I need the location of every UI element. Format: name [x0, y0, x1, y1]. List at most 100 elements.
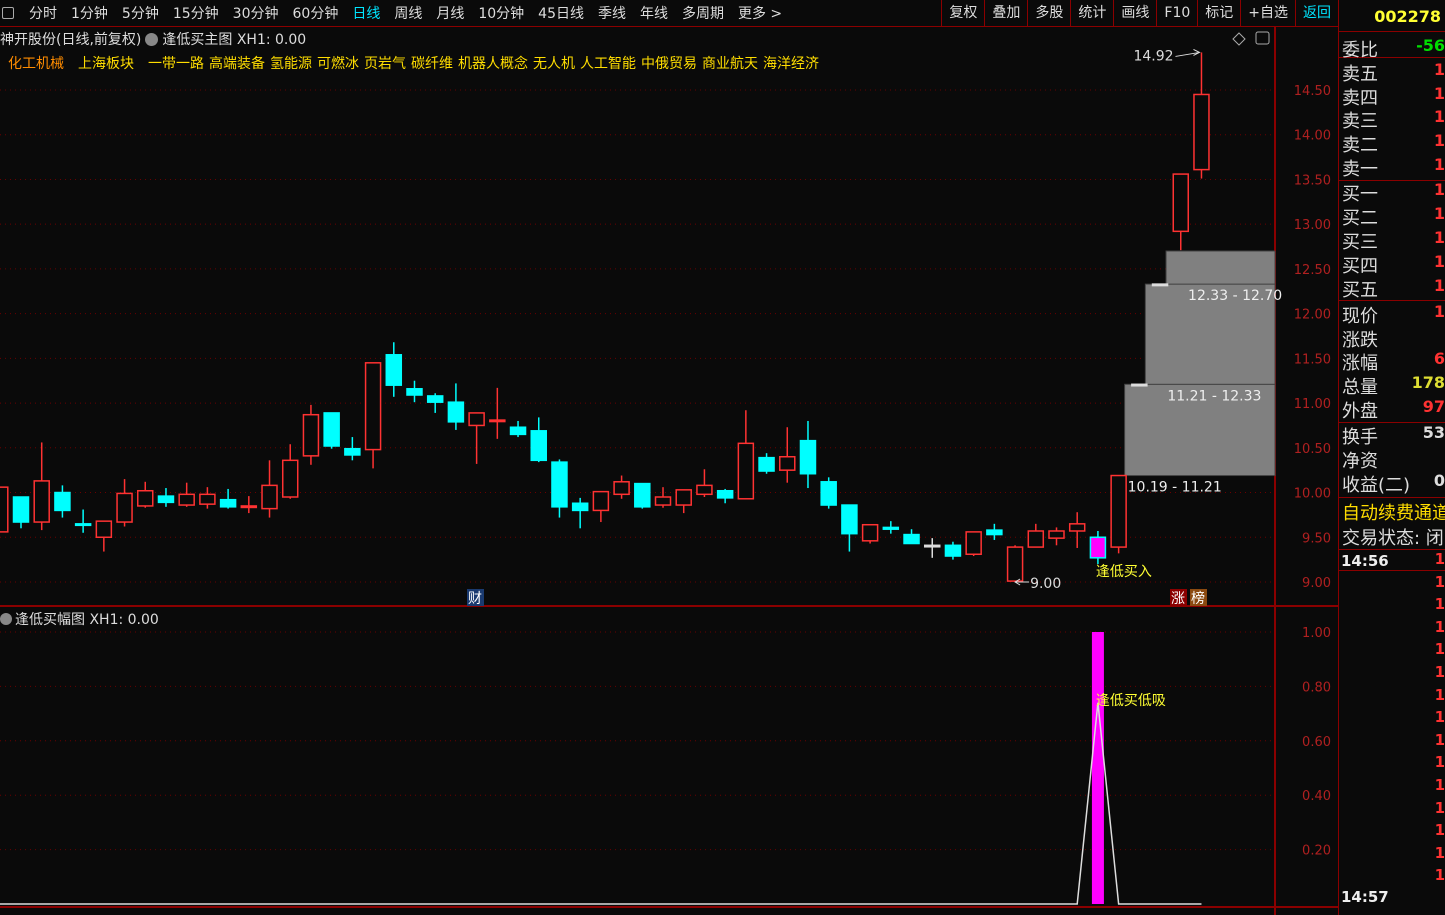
candle: [137, 481, 154, 508]
candle: [1172, 173, 1190, 251]
action-button[interactable]: 统计: [1070, 0, 1113, 26]
period-tab[interactable]: 季线: [597, 6, 626, 22]
action-button[interactable]: F10: [1156, 0, 1197, 26]
candle: [861, 523, 879, 544]
action-button[interactable]: 复权: [941, 0, 984, 26]
sub-signal-label: 逢低买低吸: [1096, 693, 1166, 709]
y-tick-label: 9.00: [1302, 576, 1331, 591]
quote-row: 买二 1: [1342, 204, 1445, 229]
sub-indicator-name[interactable]: 逢低买幅图: [15, 612, 85, 628]
concept-tag[interactable]: 高端装备: [209, 56, 265, 72]
candle: [364, 362, 382, 469]
quote-label: 委比: [1342, 40, 1378, 61]
kline-chart[interactable]: 14.50 14.00 13.50 13.00 12.50 12.00 11.50 11.00…: [0, 0, 1338, 915]
action-button[interactable]: 多股: [1027, 0, 1070, 26]
period-tab[interactable]: 60分钟: [292, 6, 339, 22]
candle-body: [986, 529, 1003, 536]
arrow-icon: [1014, 578, 1030, 586]
candle: [986, 523, 1003, 540]
period-tab[interactable]: 分时: [29, 6, 57, 22]
candle-body: [1048, 530, 1065, 539]
period-tab[interactable]: 多周期: [681, 6, 724, 22]
period-tab[interactable]: 月线: [436, 6, 465, 22]
candle: [1193, 52, 1210, 179]
candle: [489, 387, 506, 439]
candle: [944, 541, 962, 560]
candle-body: [1151, 283, 1169, 287]
finance-badge: [467, 589, 484, 606]
action-button[interactable]: 画线: [1113, 0, 1156, 26]
candle-body: [1068, 523, 1086, 532]
candle-body: [281, 459, 299, 498]
concept-tag[interactable]: 上海板块: [78, 56, 134, 72]
quote-row: 卖一 1: [1342, 155, 1445, 180]
concept-tag[interactable]: 商业航天: [702, 56, 758, 72]
indicator-toggle-icon[interactable]: [145, 33, 159, 46]
period-tab[interactable]: 更多 >: [737, 6, 783, 22]
concept-tag[interactable]: 人工智能: [580, 56, 636, 72]
candle-body: [137, 489, 154, 507]
action-button[interactable]: 标记: [1197, 0, 1240, 26]
period-tab[interactable]: 周线: [394, 6, 423, 22]
y-tick-label: 0.60: [1302, 735, 1331, 750]
y-tick-label: 11.50: [1294, 352, 1331, 367]
action-button[interactable]: 叠加: [984, 0, 1027, 26]
quote-panel: 委比 -56 卖五 1 卖四 1 卖三 1 卖二 1 卖一 1 买一 1 买二 1 买三 1 买四 1 买五 1 现价 1 涨跌…: [1338, 32, 1445, 915]
candle-body: [696, 484, 713, 496]
auto-renew-link[interactable]: 自动续费通道: [1342, 503, 1445, 524]
candle: [799, 420, 817, 489]
candle: [468, 412, 485, 464]
panel-toggle-icon[interactable]: [2, 7, 14, 19]
candle-body: [509, 426, 527, 436]
action-button[interactable]: +自选: [1240, 0, 1295, 26]
diamond-icon: [1232, 32, 1246, 46]
period-tab[interactable]: 45日线: [538, 6, 584, 22]
quote-value: 1: [1433, 155, 1445, 174]
candle-body: [54, 491, 71, 512]
period-tab[interactable]: 5分钟: [121, 6, 159, 22]
quote-label: 卖二: [1342, 135, 1378, 156]
tick-volume: 1: [1434, 617, 1445, 636]
concept-tag[interactable]: 中俄贸易: [641, 56, 697, 72]
concept-tag[interactable]: 化工机械: [8, 56, 64, 72]
candle-body: [116, 492, 133, 523]
concept-tag[interactable]: 海洋经济: [763, 56, 819, 72]
quote-value: 1: [1433, 302, 1445, 321]
candle-body: [779, 455, 796, 471]
divider: [1339, 497, 1445, 498]
candle: [530, 417, 547, 463]
candle-body: [0, 486, 9, 533]
period-tab[interactable]: 30分钟: [232, 6, 279, 22]
concept-tag[interactable]: 无人机: [533, 56, 575, 72]
indicator-toggle-icon[interactable]: [0, 613, 12, 625]
concept-tag[interactable]: 机器人概念: [458, 56, 528, 72]
quote-value: 97: [1422, 397, 1445, 416]
tick-volume: 1: [1434, 776, 1445, 794]
candle: [406, 380, 423, 403]
action-button[interactable]: 返回: [1295, 0, 1338, 26]
finance-badge-text: 财: [468, 591, 482, 607]
rank-badge-text: 榜: [1191, 590, 1205, 607]
quote-row: 外盘 97: [1342, 397, 1445, 422]
concept-tag[interactable]: 氢能源: [270, 56, 312, 72]
tick-volume: 1: [1434, 550, 1445, 568]
period-tab[interactable]: 10分钟: [478, 6, 525, 22]
concept-tag[interactable]: 一带一路: [148, 56, 204, 72]
period-tab[interactable]: 日线: [352, 6, 381, 22]
quote-value: 1: [1433, 228, 1445, 247]
main-chart-title: 神开股份(日线,前复权) 逢低买主图 XH1: 0.00: [0, 29, 306, 49]
concept-tag[interactable]: 可燃冰: [317, 56, 359, 72]
candle: [95, 520, 113, 552]
period-tab[interactable]: 年线: [639, 6, 668, 22]
concept-tag[interactable]: 页岩气: [364, 56, 406, 72]
candle: [841, 504, 858, 552]
quote-value: 1: [1433, 276, 1445, 295]
quote-row: 换手 53: [1342, 423, 1445, 448]
concept-tag[interactable]: 碳纤维: [411, 56, 453, 72]
quote-label: 买五: [1342, 280, 1378, 301]
candle: [551, 459, 568, 518]
y-tick-label: 1.00: [1302, 626, 1331, 641]
period-tab[interactable]: 1分钟: [71, 6, 108, 22]
period-tab[interactable]: 15分钟: [172, 6, 219, 22]
indicator-name[interactable]: 逢低买主图: [162, 32, 233, 48]
